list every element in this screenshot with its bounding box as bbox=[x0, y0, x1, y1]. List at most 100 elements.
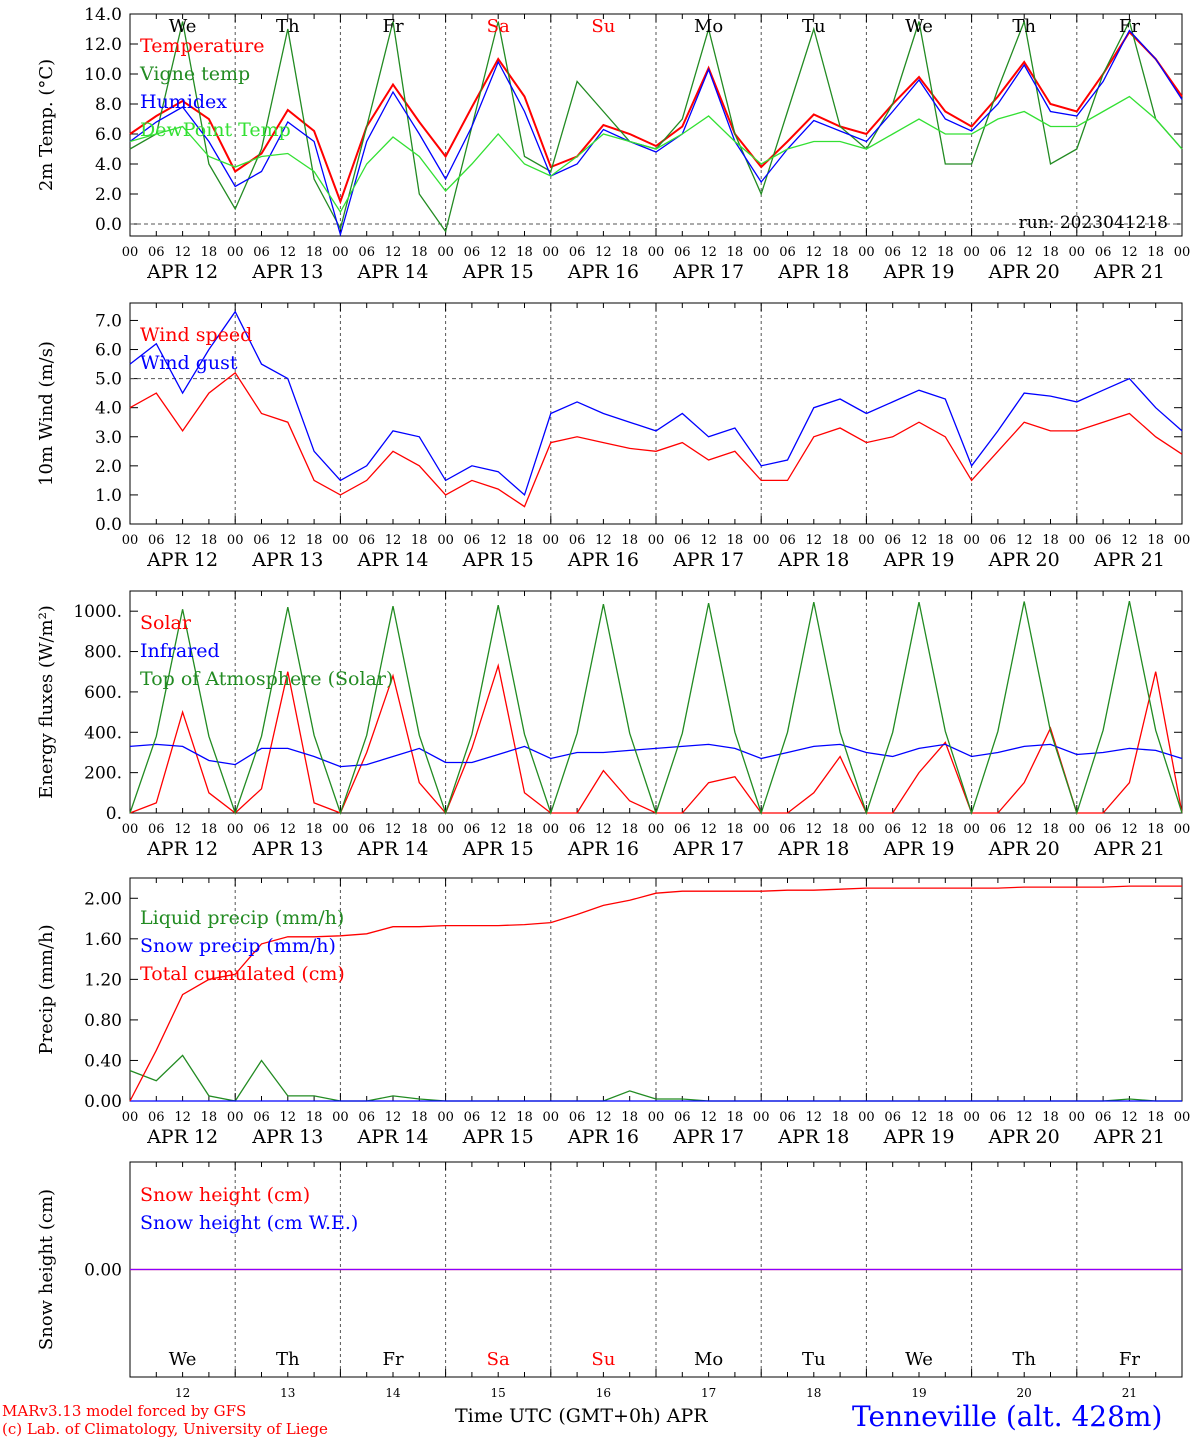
day-label: APR 20 bbox=[988, 1126, 1060, 1148]
day-label: APR 16 bbox=[567, 838, 639, 860]
hour-tick-label: 06 bbox=[253, 822, 270, 837]
hour-tick-label: 12 bbox=[806, 533, 823, 548]
weekday-label: Th bbox=[276, 16, 300, 37]
y-tick-label: 0.00 bbox=[84, 1092, 122, 1112]
hour-tick-label: 00 bbox=[1069, 1110, 1086, 1125]
hour-tick-label: 06 bbox=[1095, 822, 1112, 837]
weekday-label: Mo bbox=[694, 1349, 723, 1370]
hour-tick-label: 18 bbox=[201, 822, 218, 837]
y-tick-label: 5.0 bbox=[95, 370, 122, 390]
hour-tick-label: 00 bbox=[753, 245, 770, 260]
day-label: APR 12 bbox=[146, 838, 218, 860]
legend-entry: Top of Atmosphere (Solar) bbox=[140, 668, 393, 690]
y-tick-label: 200. bbox=[84, 764, 122, 784]
hour-tick-label: 00 bbox=[858, 822, 875, 837]
hour-tick-label: 12 bbox=[174, 533, 191, 548]
hour-tick-label: 18 bbox=[1042, 533, 1059, 548]
weekday-label: Tu bbox=[802, 1349, 826, 1370]
hour-tick-label: 00 bbox=[227, 245, 244, 260]
hour-tick-label: 00 bbox=[543, 822, 560, 837]
weekday-label: Fr bbox=[1119, 1349, 1140, 1370]
hour-tick-label: 00 bbox=[227, 1110, 244, 1125]
y-tick-label: 0.0 bbox=[95, 215, 122, 235]
hour-tick-label: 18 bbox=[832, 822, 849, 837]
y-tick-label: 7.0 bbox=[95, 311, 122, 331]
day-label: APR 13 bbox=[251, 261, 323, 283]
hour-tick-label: 00 bbox=[332, 822, 349, 837]
day-label: APR 15 bbox=[462, 261, 534, 283]
day-label: APR 12 bbox=[146, 549, 218, 571]
day-label: APR 20 bbox=[988, 549, 1060, 571]
hour-tick-label: 18 bbox=[1042, 1110, 1059, 1125]
hour-tick-label: 18 bbox=[306, 1110, 323, 1125]
hour-tick-label: 06 bbox=[1095, 1110, 1112, 1125]
hour-tick-label: 12 bbox=[174, 822, 191, 837]
hour-tick-label: 00 bbox=[227, 822, 244, 837]
hour-tick-label: 00 bbox=[648, 533, 665, 548]
weekday-label: Th bbox=[276, 1349, 300, 1370]
hour-tick-label: 00 bbox=[963, 1110, 980, 1125]
hour-tick-label: 18 bbox=[306, 822, 323, 837]
hour-tick-label: 00 bbox=[437, 245, 454, 260]
hour-tick-label: 18 bbox=[937, 245, 954, 260]
station-title: Tenneville (alt. 428m) bbox=[852, 1400, 1163, 1433]
hour-tick-label: 12 bbox=[280, 533, 297, 548]
weekday-label: We bbox=[905, 16, 933, 37]
day-label: APR 16 bbox=[567, 261, 639, 283]
hour-tick-label: 00 bbox=[753, 822, 770, 837]
legend-entry: Vigne temp bbox=[139, 63, 250, 85]
hour-tick-label: 00 bbox=[963, 822, 980, 837]
y-tick-label: 0.80 bbox=[84, 1011, 122, 1031]
y-tick-label: 2.00 bbox=[84, 889, 122, 909]
hour-tick-label: 18 bbox=[201, 1110, 218, 1125]
hour-tick-label: 18 bbox=[937, 533, 954, 548]
hour-tick-label: 18 bbox=[937, 822, 954, 837]
hour-tick-label: 18 bbox=[516, 245, 533, 260]
weekday-label: Fr bbox=[382, 16, 403, 37]
y-tick-label: 2.0 bbox=[95, 185, 122, 205]
day-label: APR 20 bbox=[988, 838, 1060, 860]
hour-tick-label: 06 bbox=[779, 245, 796, 260]
day-label: APR 17 bbox=[672, 261, 744, 283]
hour-tick-label: 06 bbox=[358, 245, 375, 260]
series-line-3 bbox=[129, 885, 1182, 1102]
hour-tick-label: 06 bbox=[148, 822, 165, 837]
day-number-label: 16 bbox=[596, 1386, 611, 1400]
hour-tick-label: 18 bbox=[832, 1110, 849, 1125]
series-line-1 bbox=[129, 371, 1183, 508]
day-number-label: 18 bbox=[806, 1386, 821, 1400]
day-label: APR 13 bbox=[251, 549, 323, 571]
day-label: APR 12 bbox=[146, 1126, 218, 1148]
legend-entry: DewPoint Temp bbox=[140, 119, 291, 141]
hour-tick-label: 18 bbox=[832, 245, 849, 260]
hour-tick-label: 12 bbox=[280, 822, 297, 837]
hour-tick-label: 18 bbox=[306, 245, 323, 260]
day-label: APR 14 bbox=[356, 838, 428, 860]
y-tick-label: 10.0 bbox=[84, 65, 122, 85]
hour-tick-label: 06 bbox=[569, 245, 586, 260]
credit-line-2: (c) Lab. of Climatology, University of L… bbox=[2, 1420, 328, 1438]
day-number-label: 19 bbox=[911, 1386, 926, 1400]
hour-tick-label: 18 bbox=[201, 245, 218, 260]
day-number-label: 14 bbox=[385, 1386, 401, 1400]
day-label: APR 20 bbox=[988, 261, 1060, 283]
weekday-label: Sa bbox=[487, 16, 510, 37]
hour-tick-label: 06 bbox=[253, 533, 270, 548]
hour-tick-label: 06 bbox=[464, 822, 481, 837]
hour-tick-label: 12 bbox=[385, 1110, 402, 1125]
hour-tick-label: 06 bbox=[1095, 533, 1112, 548]
day-label: APR 15 bbox=[462, 549, 534, 571]
legend-entry: Wind gust bbox=[140, 352, 238, 374]
hour-tick-label: 12 bbox=[700, 533, 717, 548]
day-label: APR 21 bbox=[1093, 838, 1165, 860]
day-label: APR 18 bbox=[777, 549, 849, 571]
y-tick-label: 2.0 bbox=[95, 457, 122, 477]
hour-tick-label: 00 bbox=[1069, 533, 1086, 548]
day-label: APR 15 bbox=[462, 838, 534, 860]
hour-tick-label: 18 bbox=[306, 533, 323, 548]
hour-tick-label: 00 bbox=[858, 1110, 875, 1125]
y-axis-label: Snow height (cm) bbox=[36, 1189, 57, 1350]
weekday-label: Sa bbox=[487, 1349, 510, 1370]
